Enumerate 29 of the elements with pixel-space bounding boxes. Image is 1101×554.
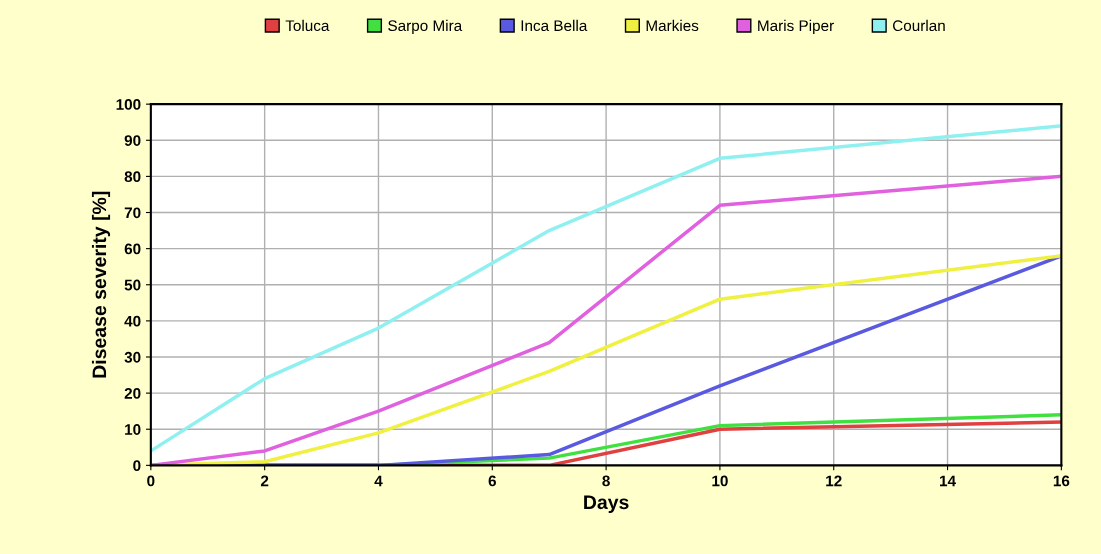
line-series bbox=[150, 124, 1062, 453]
y-tick-label: 0 bbox=[133, 460, 141, 472]
legend-label: Courlan bbox=[892, 19, 945, 32]
x-tick-label: 4 bbox=[374, 475, 383, 487]
y-axis-title: Disease severity [%] bbox=[91, 191, 111, 378]
legend-label: Maris Piper bbox=[758, 19, 834, 35]
legend-label: Sarpo Mira bbox=[388, 19, 463, 35]
x-tick-label: 14 bbox=[940, 475, 956, 487]
y-tick-label: 90 bbox=[124, 135, 141, 146]
x-axis-title: Days bbox=[584, 495, 629, 514]
x-tick-label: 0 bbox=[147, 475, 155, 487]
y-tick-label: 30 bbox=[124, 351, 141, 363]
y-tick-label: 80 bbox=[124, 171, 141, 183]
y-tick-label: 60 bbox=[124, 243, 141, 255]
x-tick-label: 16 bbox=[1053, 475, 1070, 487]
y-tick-label: 40 bbox=[124, 315, 141, 327]
y-tick-label: 10 bbox=[125, 424, 141, 435]
x-tick-label: 2 bbox=[260, 475, 269, 487]
x-tick-label: 10 bbox=[712, 475, 728, 487]
y-tick-label: 100 bbox=[116, 99, 141, 110]
y-tick-label: 50 bbox=[124, 279, 141, 291]
legend-label: Markies bbox=[646, 19, 699, 32]
legend-label: Inca Bella bbox=[521, 19, 588, 32]
y-tick-label: 20 bbox=[124, 387, 141, 399]
y-tick-label: 70 bbox=[124, 207, 141, 219]
x-tick-label: 12 bbox=[826, 475, 842, 487]
x-tick-label: 6 bbox=[488, 475, 496, 487]
legend-label: Toluca bbox=[285, 19, 330, 32]
x-tick-label: 8 bbox=[602, 475, 610, 487]
